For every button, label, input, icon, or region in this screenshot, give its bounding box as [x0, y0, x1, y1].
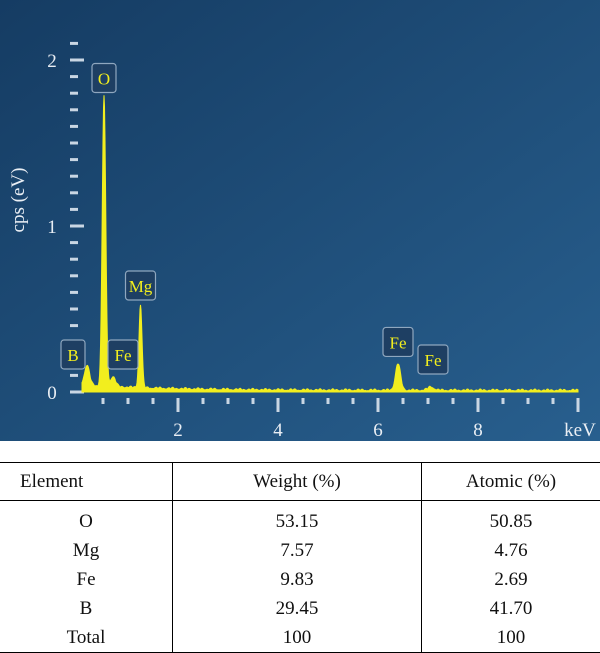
cell-weight: 53.15	[173, 501, 422, 537]
table-row: O 53.15 50.85	[0, 501, 600, 537]
cell-atomic: 2.69	[422, 565, 600, 594]
cell-element: Total	[0, 623, 173, 653]
peak-label-mg: Mg	[129, 277, 153, 296]
table-row-total: Total 100 100	[0, 623, 600, 653]
cell-weight: 29.45	[173, 594, 422, 623]
x-axis-label: keV	[564, 420, 596, 441]
peak-label-o: O	[98, 70, 110, 89]
x-tick-label: 4	[273, 420, 283, 441]
x-tick-label: 6	[373, 420, 383, 441]
cell-atomic: 50.85	[422, 501, 600, 537]
header-weight: Weight (%)	[173, 463, 422, 501]
y-axis-label: cps (eV)	[8, 168, 29, 233]
cell-element: Fe	[0, 565, 173, 594]
x-tick-label: 2	[173, 420, 183, 441]
cell-element: O	[0, 501, 173, 537]
cell-atomic: 41.70	[422, 594, 600, 623]
table-row: Fe 9.83 2.69	[0, 565, 600, 594]
composition-table: Element Weight (%) Atomic (%) O 53.15 50…	[0, 462, 600, 653]
peak-label-fe: Fe	[425, 351, 442, 370]
cell-weight: 9.83	[173, 565, 422, 594]
peak-label-fe: Fe	[390, 333, 407, 352]
composition-table-wrapper: Element Weight (%) Atomic (%) O 53.15 50…	[0, 462, 600, 653]
cell-weight: 100	[173, 623, 422, 653]
cell-element: Mg	[0, 536, 173, 565]
header-atomic: Atomic (%)	[422, 463, 600, 501]
y-tick-label: 0	[47, 383, 57, 404]
cell-weight: 7.57	[173, 536, 422, 565]
table-row: B 29.45 41.70	[0, 594, 600, 623]
table-row: Mg 7.57 4.76	[0, 536, 600, 565]
x-tick-label: 8	[473, 420, 483, 441]
peak-label-fe: Fe	[115, 346, 132, 365]
peak-label-b: B	[67, 346, 78, 365]
header-element: Element	[0, 463, 173, 501]
y-tick-label: 2	[47, 51, 57, 72]
eds-spectrum-chart: B O Fe Mg Fe Fe 0 1 2 2 4 6 8 cps (eV) keV	[0, 0, 600, 441]
cell-element: B	[0, 594, 173, 623]
table-header-row: Element Weight (%) Atomic (%)	[0, 463, 600, 501]
cell-atomic: 100	[422, 623, 600, 653]
cell-atomic: 4.76	[422, 536, 600, 565]
y-tick-label: 1	[47, 217, 57, 238]
